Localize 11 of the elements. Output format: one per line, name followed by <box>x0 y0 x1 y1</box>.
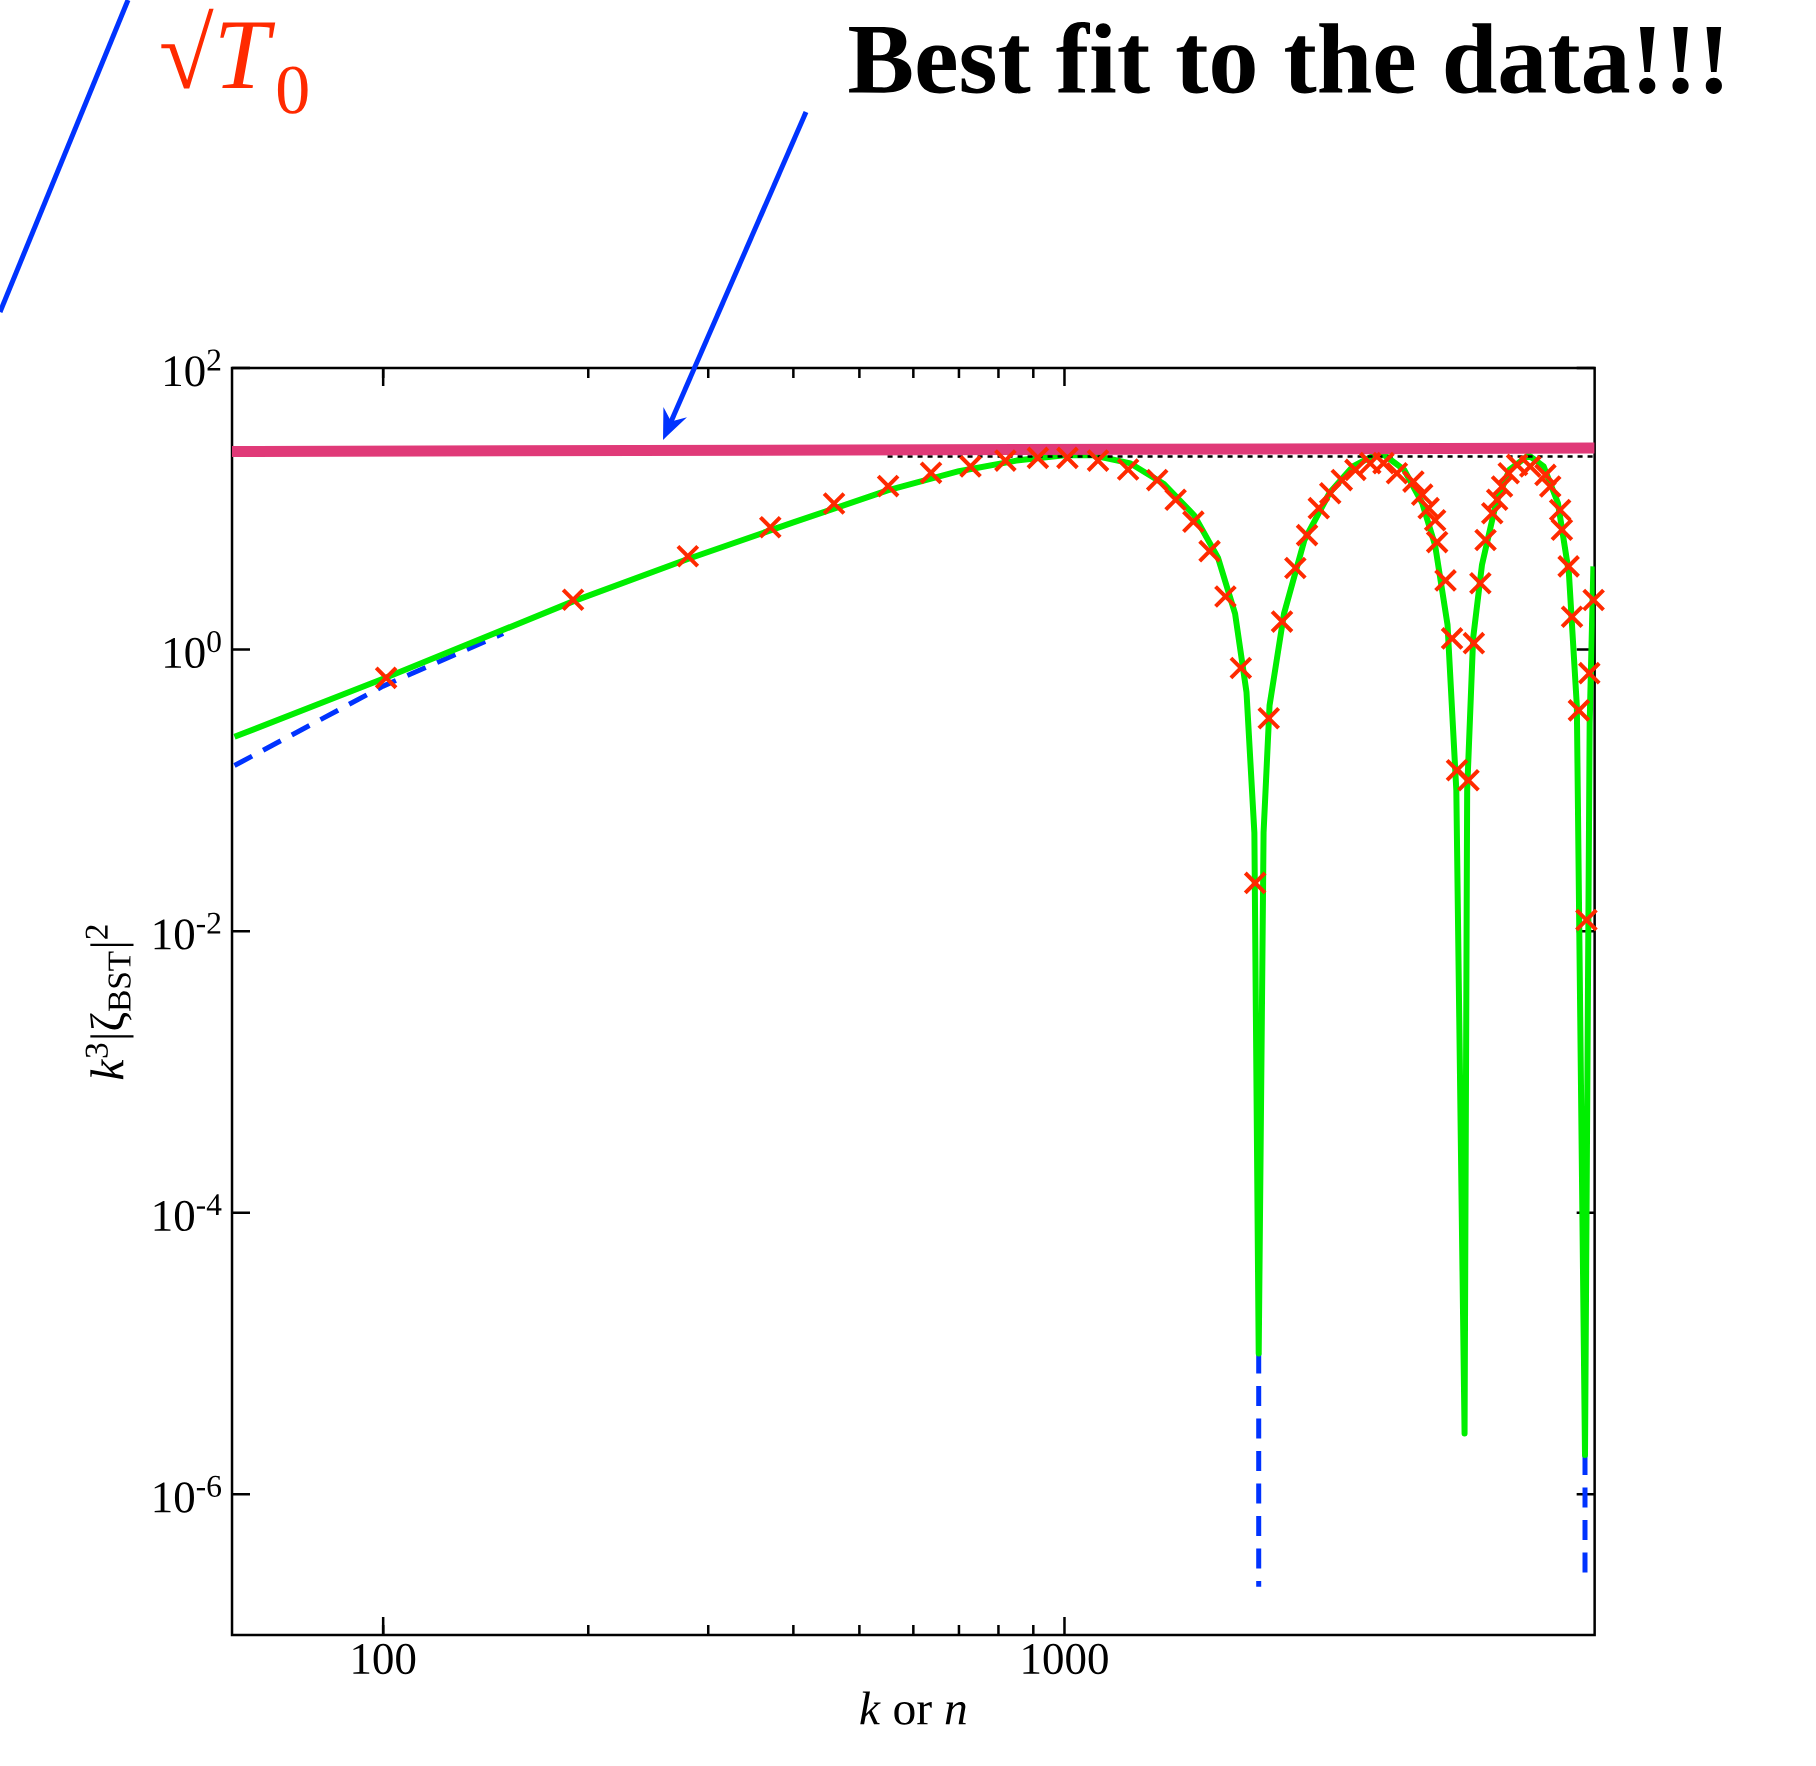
y-tick-label: 10$^{2}$ <box>165 349 221 387</box>
x-tick-label: 1000 <box>1023 1643 1108 1675</box>
y-tick-label: 10$^{-2}$ <box>154 912 221 950</box>
text: Best fit to the data!!! <box>849 22 1722 94</box>
y-tick-label: 10$^{0}$ <box>165 631 221 669</box>
y-tick-label: 10$^{-4}$ <box>154 1194 222 1232</box>
x-axis-title: k or n <box>860 1691 966 1725</box>
x-tick-label: 100 <box>353 1643 416 1675</box>
y-axis-title: k$^{3}$|ζ$_{BST}$|$^{2}$ <box>85 925 134 1080</box>
text: √T$_{0}$ <box>161 8 308 114</box>
y-tick-label: 10$^{-6}$ <box>154 1475 221 1513</box>
